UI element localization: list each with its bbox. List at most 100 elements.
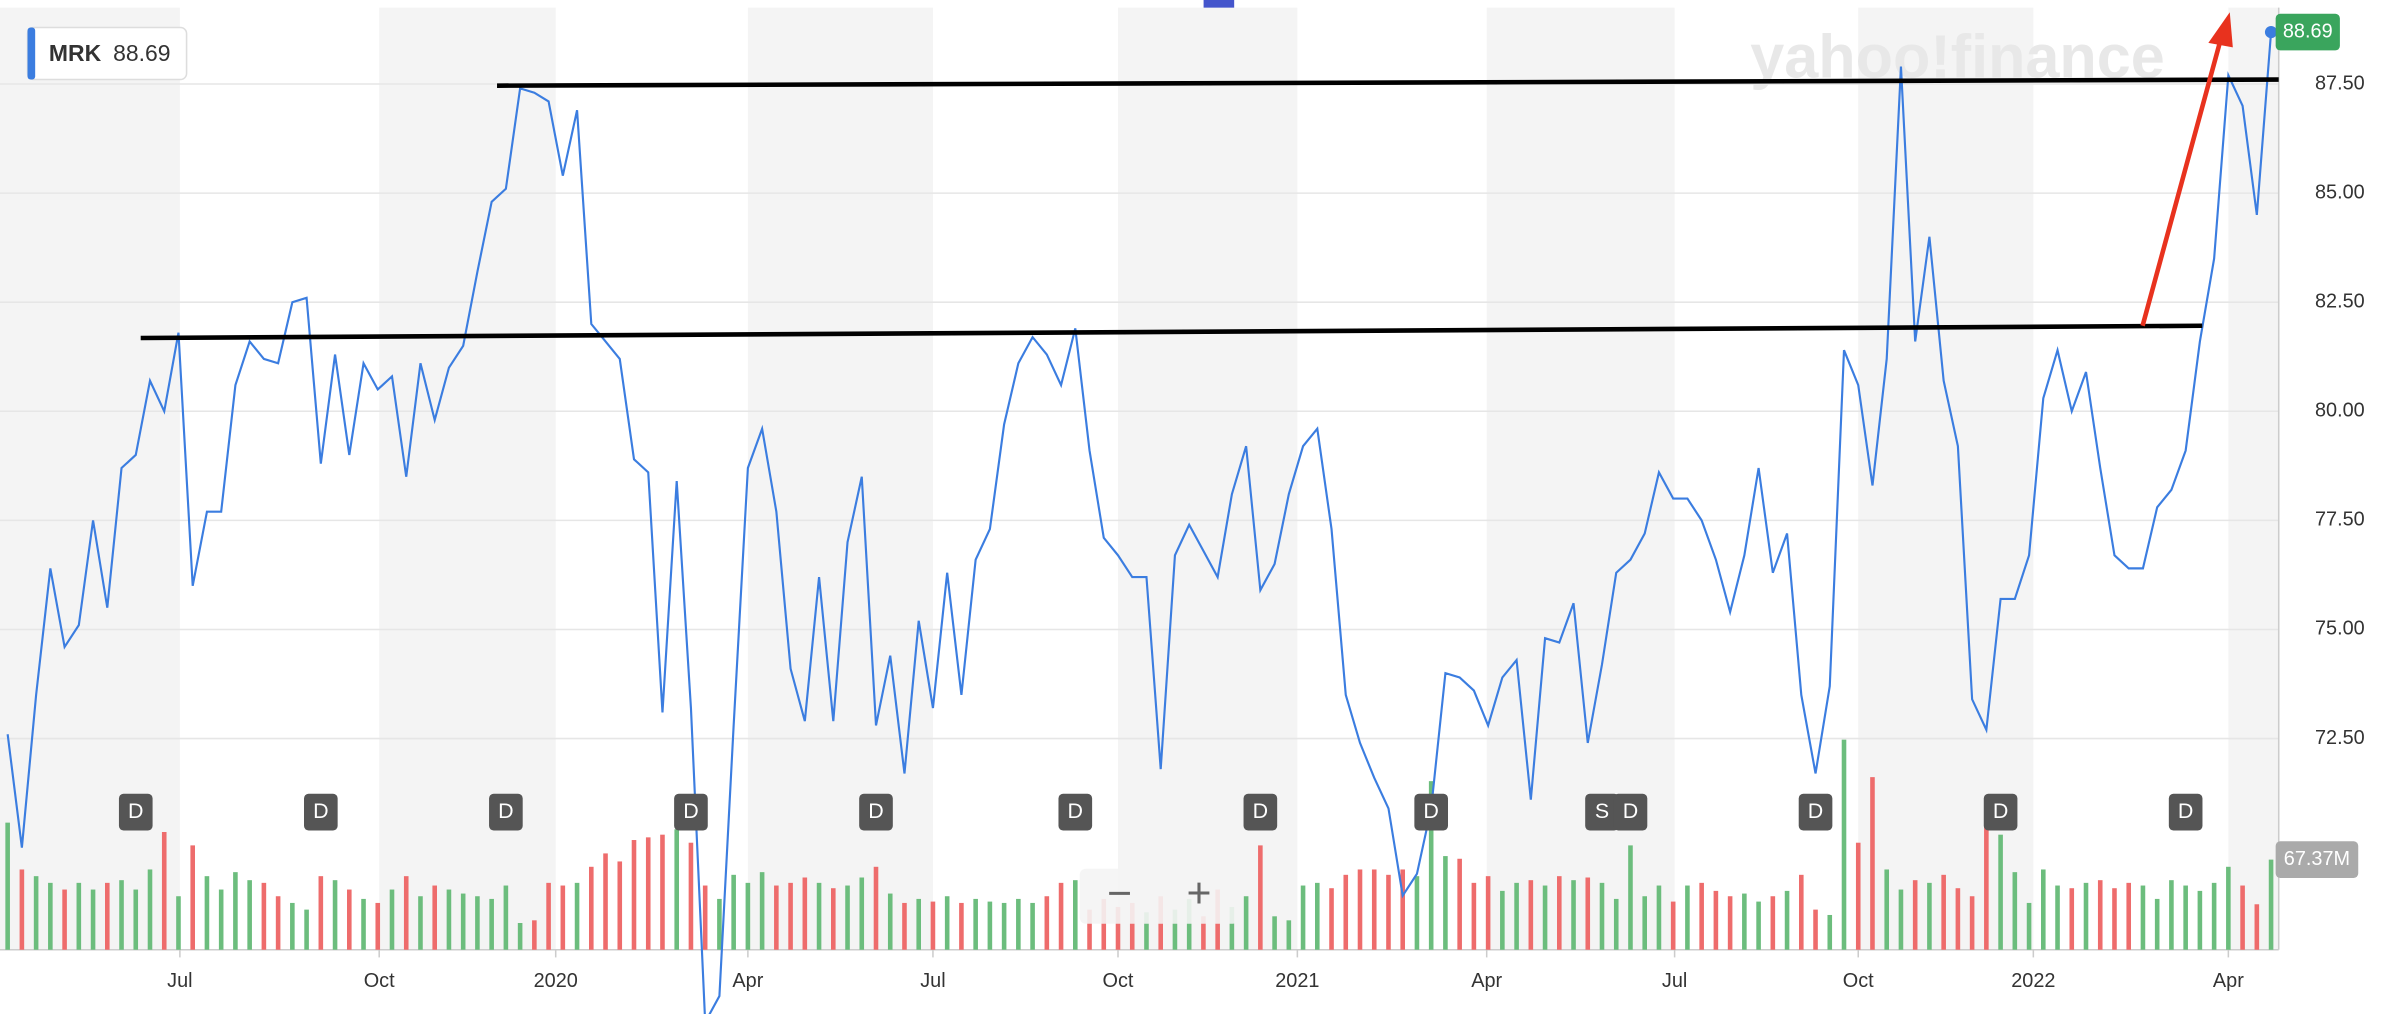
- volume-bar: [1756, 901, 1761, 950]
- event-marker: [1058, 793, 1093, 831]
- band: [747, 7, 933, 950]
- event-label: D: [313, 799, 328, 823]
- volume-bar: [2240, 885, 2245, 950]
- event-marker: [674, 793, 708, 831]
- event-marker: [1798, 793, 1833, 831]
- y-tick-label: 72.50: [2315, 727, 2365, 749]
- event-label: D: [1623, 799, 1638, 823]
- volume-bar: [1514, 882, 1519, 950]
- volume-bar: [389, 889, 395, 950]
- event-marker: [1585, 793, 1619, 831]
- volume-bar: [1528, 880, 1534, 950]
- volume-bar: [546, 882, 551, 950]
- y-tick-label: 77.50: [2315, 509, 2365, 531]
- event-label: D: [2178, 799, 2193, 823]
- volume-bar: [1927, 882, 1932, 950]
- x-tick-label: Apr: [732, 970, 763, 992]
- volume-tag: [2275, 841, 2359, 878]
- volume-bar: [2041, 869, 2046, 950]
- volume-bar: [2012, 872, 2018, 950]
- volume-bar: [176, 896, 181, 950]
- volume-bar: [290, 902, 295, 950]
- volume-bar: [1912, 880, 1918, 950]
- volume-bar: [731, 874, 736, 950]
- price: 88.69: [6, 13, 2340, 1019]
- volume-bar: [261, 882, 267, 950]
- event-label: D: [1253, 799, 1268, 823]
- volume-bar: [560, 885, 566, 950]
- y-tick-label: 85.00: [2315, 181, 2365, 203]
- volume-bar: [1357, 869, 1363, 950]
- volume-bar: [1243, 896, 1249, 950]
- price-tag-label: 88.69: [2283, 20, 2333, 42]
- volume-bar: [1044, 896, 1050, 950]
- volume-bar: [973, 898, 978, 950]
- volume-bar: [702, 885, 708, 950]
- volume-bar: [887, 893, 893, 950]
- volume-bar: [1087, 909, 1092, 950]
- x-tick-label: Jul: [167, 970, 192, 992]
- volume-bar: [503, 885, 509, 950]
- y-tick-label: 82.50: [2315, 290, 2365, 312]
- volume-bar: [816, 882, 822, 950]
- volume-bar: [1898, 889, 1904, 950]
- volume-bar: [133, 889, 139, 950]
- volume-bar: [1329, 888, 1334, 950]
- zoom-panel: [1079, 868, 1239, 924]
- volume-bar: [2268, 859, 2274, 950]
- volume-bar: [1201, 916, 1206, 950]
- x-tick-label: Apr: [2213, 970, 2244, 992]
- volume-bar: [645, 837, 651, 950]
- background: [0, 7, 2279, 950]
- volume-bar: [1371, 869, 1377, 950]
- volume-bar: [2112, 888, 2117, 950]
- volume-bar: [2097, 880, 2103, 950]
- volume-bar: [1229, 906, 1235, 950]
- zoom-out[interactable]: −: [1107, 870, 1132, 918]
- volume-bar: [589, 866, 594, 950]
- volume-bar: [1784, 890, 1790, 950]
- volume-bar: [987, 901, 993, 950]
- x-tick-label: Jul: [920, 970, 945, 992]
- volume-bar: [2254, 904, 2260, 950]
- volume-bar: [2211, 882, 2217, 950]
- volume-bar: [1699, 882, 1704, 950]
- volume-bar: [1670, 901, 1676, 950]
- x-tick-label: 2020: [534, 970, 578, 992]
- event-label: S: [1595, 799, 1609, 823]
- zoom-in[interactable]: +: [1186, 870, 1211, 918]
- volume-bar: [475, 896, 480, 950]
- volume-bar: [1799, 874, 1804, 950]
- event-label: D: [128, 799, 143, 823]
- event-marker: [1613, 793, 1648, 831]
- volume-bar: [745, 882, 751, 950]
- volume-bar: [831, 888, 836, 950]
- legend-swatch: [27, 27, 36, 80]
- volume-bar: [1571, 880, 1576, 950]
- band: [1118, 7, 1298, 950]
- volume-bar: [1813, 909, 1818, 950]
- volume-bar: [62, 889, 67, 950]
- volume-bar: [432, 885, 438, 950]
- volume-bar: [1656, 885, 1662, 950]
- event-label: D: [498, 799, 513, 823]
- volume-bar: [1485, 876, 1491, 950]
- handle[interactable]: [1203, 0, 1235, 8]
- volume-bar: [1870, 777, 1875, 950]
- band: [0, 7, 180, 950]
- volume-bar: [446, 889, 452, 950]
- volume-bar: [33, 876, 39, 950]
- volume-bar: [859, 877, 865, 950]
- x-tick-label: Apr: [1471, 970, 1502, 992]
- volume-bar: [1030, 902, 1035, 950]
- volume-bar: [2169, 880, 2174, 950]
- volume-bar: [1386, 874, 1391, 950]
- volume-bar: [1727, 896, 1733, 950]
- event-marker: [304, 793, 338, 831]
- y-tick-label: 87.50: [2315, 72, 2365, 94]
- price-tag: [2275, 13, 2340, 51]
- volume-bar: [1585, 877, 1591, 950]
- volume-bar: [1613, 898, 1619, 950]
- price-line: [6, 32, 2273, 1019]
